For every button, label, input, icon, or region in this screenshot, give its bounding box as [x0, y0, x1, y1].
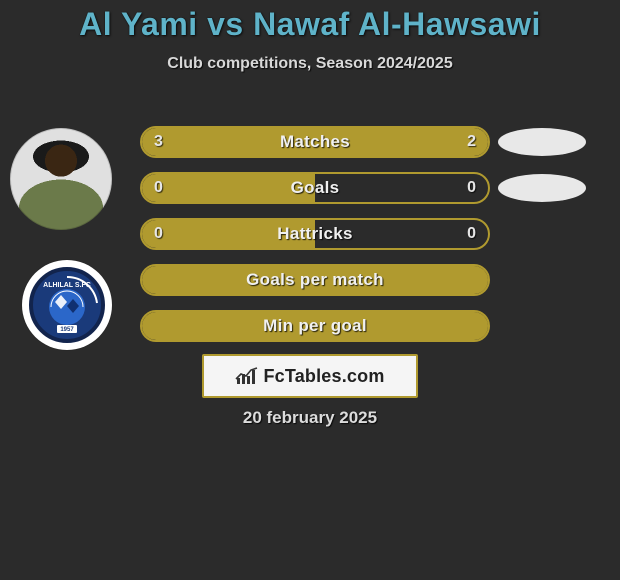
stat-label: Goals: [142, 174, 488, 202]
stat-row: 00Hattricks: [0, 212, 620, 258]
stat-pill: 00Goals: [140, 172, 490, 204]
player2-stat-oval: [498, 128, 586, 156]
stat-rows: 32Matches 00Goals 00Hattricks Goals per mat…: [0, 120, 620, 350]
date-text: 20 february 2025: [0, 408, 620, 428]
chart-icon: [235, 366, 259, 386]
stat-label: Min per goal: [142, 312, 488, 340]
stat-row: 32Matches: [0, 120, 620, 166]
stat-pill: Min per goal: [140, 310, 490, 342]
page-subtitle: Club competitions, Season 2024/2025: [0, 55, 620, 73]
stat-pill: Goals per match: [140, 264, 490, 296]
stat-pill: 00Hattricks: [140, 218, 490, 250]
page-title: Al Yami vs Nawaf Al-Hawsawi: [0, 6, 620, 43]
stat-label: Goals per match: [142, 266, 488, 294]
infographic-root: Al Yami vs Nawaf Al-Hawsawi Club competi…: [0, 0, 620, 580]
stat-row: Goals per match: [0, 258, 620, 304]
brand-box: FcTables.com: [202, 354, 418, 398]
stat-label: Hattricks: [142, 220, 488, 248]
player2-stat-oval: [498, 174, 586, 202]
stat-row: Min per goal: [0, 304, 620, 350]
stat-row: 00Goals: [0, 166, 620, 212]
brand-text: FcTables.com: [263, 366, 384, 387]
stat-label: Matches: [142, 128, 488, 156]
stat-pill: 32Matches: [140, 126, 490, 158]
